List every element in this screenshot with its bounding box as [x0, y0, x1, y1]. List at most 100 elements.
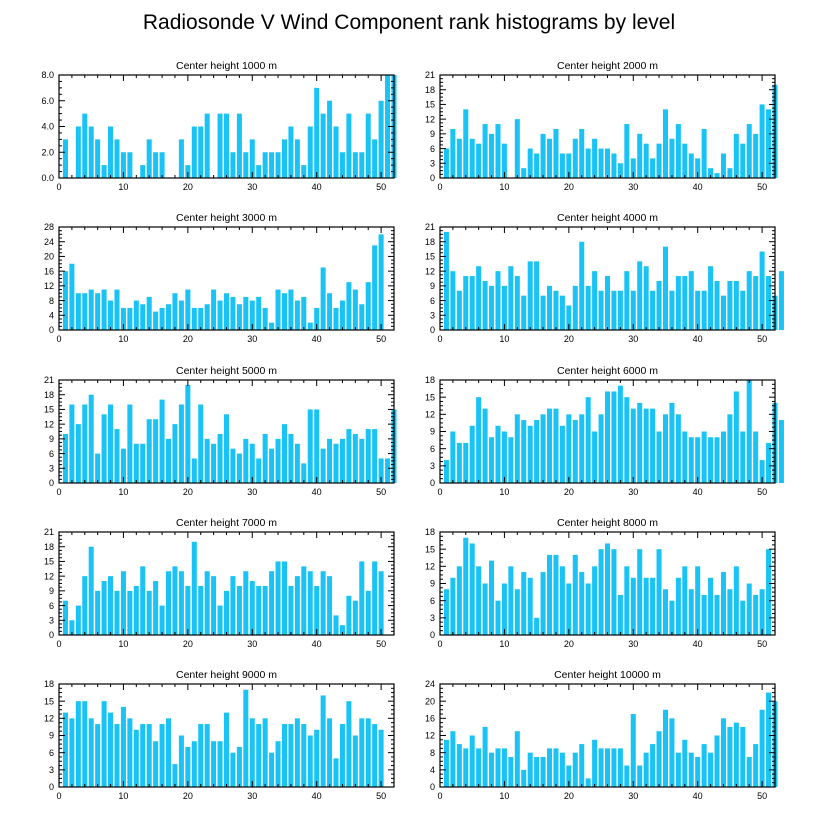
y-tick-label: 6.0: [41, 96, 54, 106]
x-tick-label: 0: [437, 334, 442, 344]
histogram-bar: [114, 590, 120, 635]
x-tick-label: 50: [757, 334, 767, 344]
histogram-bar: [598, 748, 604, 787]
histogram-bar: [327, 576, 333, 635]
histogram-bar: [675, 124, 681, 178]
y-tick-label: 12: [425, 266, 435, 276]
histogram-bar: [288, 289, 294, 330]
x-tick-label: 50: [757, 487, 767, 497]
y-tick-label: 3: [49, 463, 54, 473]
histogram-bar: [701, 128, 707, 178]
histogram-bar: [553, 290, 559, 330]
panel-title: Center height 4000 m: [557, 212, 658, 224]
histogram-bar: [120, 706, 126, 787]
histogram-bar: [566, 305, 572, 330]
panel-title: Center height 8000 m: [557, 517, 658, 529]
histogram-bar: [275, 152, 281, 178]
histogram-bar: [675, 577, 681, 635]
histogram-bar: [559, 153, 565, 178]
histogram-bar: [230, 448, 236, 483]
histogram-bar: [333, 126, 339, 178]
histogram-bar: [579, 241, 585, 330]
histogram-bar: [153, 419, 159, 483]
histogram-bar: [611, 391, 617, 483]
histogram-bar: [566, 153, 572, 178]
histogram-bar: [463, 748, 469, 787]
histogram-bar: [191, 307, 197, 330]
histogram-bar: [611, 748, 617, 787]
histogram-bar: [82, 404, 88, 483]
histogram-bar: [643, 266, 649, 330]
histogram-bar: [211, 741, 217, 787]
histogram-bar: [650, 158, 656, 178]
histogram-bar: [223, 590, 230, 635]
histogram-bar: [294, 443, 300, 483]
histogram-bar: [275, 438, 281, 483]
histogram-bar: [223, 712, 230, 787]
x-tick-label: 0: [56, 791, 61, 801]
histogram-bar: [217, 433, 223, 483]
histogram-bar: [191, 741, 197, 787]
y-tick-label: 4.0: [41, 122, 54, 132]
histogram-bar: [682, 276, 688, 330]
histogram-bar: [314, 585, 320, 635]
histogram-bar: [198, 307, 204, 330]
histogram-bar: [598, 290, 604, 330]
histogram-bar: [514, 589, 520, 635]
histogram-bar: [159, 152, 165, 178]
histogram-bar: [249, 581, 255, 635]
y-tick-label: 9: [49, 434, 54, 444]
histogram-bar: [592, 138, 598, 178]
histogram-bar: [372, 139, 378, 178]
histogram-bar: [527, 425, 533, 483]
y-tick-label: 0: [49, 630, 54, 640]
histogram-bar: [501, 583, 507, 635]
histogram-bar: [675, 276, 681, 330]
histogram-bar: [307, 409, 313, 483]
histogram-bar: [178, 735, 184, 787]
histogram-bar: [236, 113, 242, 178]
histogram-bar: [159, 724, 165, 787]
y-tick-label: 4: [49, 310, 54, 320]
histogram-bar: [740, 143, 746, 178]
x-tick-label: 20: [183, 639, 193, 649]
x-tick-label: 20: [564, 487, 574, 497]
histogram-bar: [540, 572, 546, 635]
histogram-bar: [166, 718, 172, 787]
histogram-bar: [385, 458, 391, 483]
histogram-bar: [617, 163, 623, 178]
histogram-bar: [88, 718, 94, 787]
histogram-bar: [450, 577, 456, 635]
histogram-bar: [527, 577, 533, 635]
histogram-bar: [236, 453, 242, 483]
y-tick-label: 18: [425, 85, 435, 95]
y-tick-label: 0: [430, 478, 435, 488]
histogram-panel: Center height 2000 m 0 10 20 30 40 50 0 3 6 9 12 15 1…: [425, 60, 778, 192]
x-tick-label: 30: [247, 334, 257, 344]
histogram-bar: [688, 589, 694, 635]
histogram-bar: [695, 437, 701, 483]
y-tick-label: 15: [425, 392, 435, 402]
histogram-bar: [675, 414, 681, 483]
histogram-bar: [204, 724, 210, 787]
histogram-bar: [443, 589, 449, 635]
histogram-bar: [443, 148, 449, 178]
histogram-bar: [101, 414, 107, 483]
histogram-bar: [114, 724, 120, 787]
histogram-bar: [746, 380, 752, 483]
histogram-bar: [327, 438, 333, 483]
histogram-bar: [540, 414, 546, 483]
histogram-bar: [682, 431, 688, 483]
histogram-bar: [534, 617, 540, 635]
x-tick-label: 50: [757, 791, 767, 801]
histogram-bar: [495, 748, 501, 787]
histogram-bar: [352, 152, 358, 178]
histogram-bar: [585, 583, 591, 635]
histogram-bar: [476, 566, 482, 635]
histogram-bar: [463, 537, 469, 635]
y-tick-label: 6: [49, 748, 54, 758]
histogram-bar: [378, 458, 384, 483]
x-tick-label: 40: [312, 487, 322, 497]
histogram-bar: [191, 126, 197, 178]
x-tick-label: 40: [312, 639, 322, 649]
